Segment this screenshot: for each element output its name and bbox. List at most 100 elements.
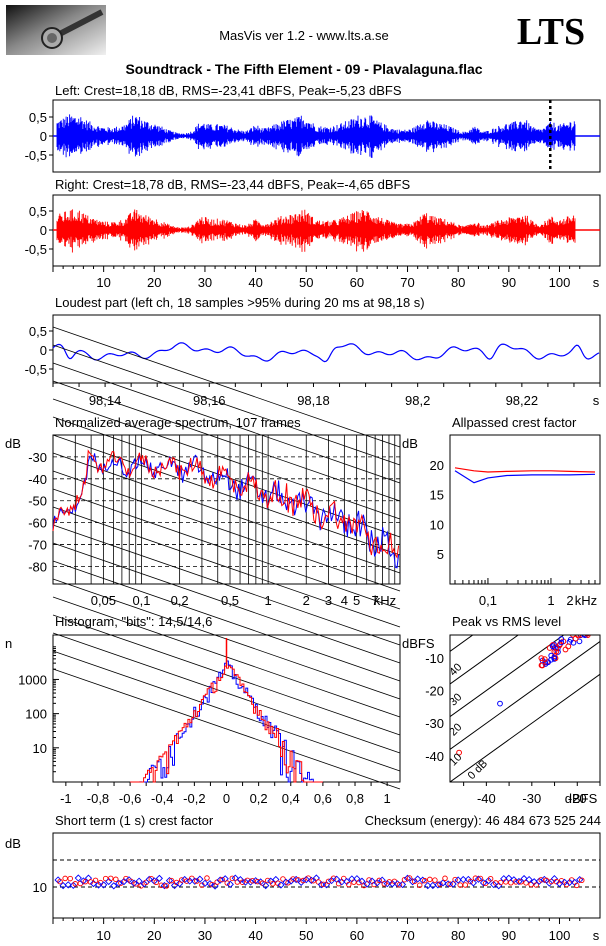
crest-diagonal	[450, 673, 600, 782]
crest-point-right	[72, 881, 79, 887]
crest-point-right	[396, 882, 403, 888]
pvr-point	[572, 635, 579, 642]
y-tick-label: -0,5	[25, 242, 47, 257]
crest-point-right	[123, 875, 129, 882]
x-tick-label: 80	[451, 275, 465, 290]
track-title: Soundtrack - The Fifth Element - 09 - Pl…	[125, 61, 482, 77]
histogram-left	[130, 660, 323, 783]
grid-slope	[52, 614, 401, 736]
crest-point-left	[201, 879, 209, 887]
y-tick-label: 0,5	[29, 324, 47, 339]
x-tick-label: 80	[451, 928, 465, 943]
grid-slope	[52, 524, 401, 646]
crest-point-right	[158, 882, 165, 889]
crest-diagonal	[450, 635, 565, 718]
crest-point-left	[363, 880, 371, 888]
y-tick-label: 0,5	[29, 204, 47, 219]
pvr-point	[538, 662, 545, 669]
crest-point-right	[351, 879, 357, 885]
crest-point-left	[196, 875, 204, 883]
pvr-point	[579, 628, 584, 633]
pvr-point	[579, 629, 584, 634]
y-tick-label: 10	[33, 880, 47, 895]
grid-slope	[52, 416, 401, 538]
pvr-point	[586, 635, 591, 636]
x-tick-label: 30	[198, 928, 212, 943]
grid-slope	[52, 380, 401, 502]
crest-point-right	[173, 879, 180, 886]
grid-slope	[52, 668, 401, 790]
shortcrest-title: Short term (1 s) crest factor	[55, 813, 214, 828]
x-tick-label: 50	[299, 928, 313, 943]
pvr-point	[549, 643, 556, 650]
histogram-ylabel: n	[5, 636, 12, 651]
lts-logo: LTS	[517, 11, 585, 53]
x-unit-label: kHz	[374, 593, 396, 608]
crest-point-right	[457, 882, 463, 888]
crest-point-right	[477, 875, 484, 882]
crest-point-left	[515, 877, 523, 886]
grid-slope	[52, 560, 401, 682]
pvr-point	[587, 619, 592, 624]
spectrum-ylabel: dB	[5, 436, 21, 451]
crest-point-left	[94, 881, 103, 889]
crest-point-right	[330, 875, 337, 881]
pvr-point	[595, 620, 600, 625]
pvr-point	[588, 628, 593, 633]
x-unit-label: dBFS	[565, 791, 598, 806]
crest-point-left	[241, 878, 250, 886]
grid-slope	[52, 398, 401, 520]
crest-point-left	[449, 880, 457, 888]
right-channel-waveform: 0,5 0 -0,5 10 20 30 40 50 60 70 80 90 100 s	[25, 194, 601, 290]
x-tick-label: 98,22	[506, 393, 539, 408]
y-tick-label: 100	[25, 707, 47, 722]
crest-point-right	[467, 878, 474, 885]
pvr-point	[591, 620, 596, 625]
crest-point-right	[437, 881, 443, 887]
y-tick-label: -80	[28, 559, 47, 574]
crest-point-right	[356, 879, 362, 886]
pvr-point	[538, 655, 545, 662]
pvr-point	[590, 618, 595, 623]
crest-point-right	[224, 880, 230, 886]
y-tick-label: -20	[425, 684, 444, 699]
crest-point-left	[479, 879, 488, 887]
crest-point-right	[67, 875, 73, 882]
x-tick-label: 50	[299, 275, 313, 290]
crest-point-left	[155, 874, 163, 883]
x-tick-label: 70	[400, 275, 414, 290]
grid-slope	[52, 326, 401, 448]
crest-point-left	[74, 874, 82, 882]
pvr-point	[576, 638, 583, 645]
crest-point-right	[178, 877, 185, 883]
crest-point-right	[219, 876, 225, 883]
pvr-point	[573, 628, 578, 633]
x-tick-label: 90	[502, 275, 516, 290]
crest-point-left	[388, 880, 396, 888]
y-tick-label: 20	[430, 458, 444, 473]
grid-slope	[52, 506, 401, 628]
loudest-frame	[52, 314, 601, 384]
x-tick-label: 90	[502, 928, 516, 943]
crest-point-left	[408, 878, 417, 886]
crest-point-right	[361, 882, 367, 889]
x-tick-label: 0,2	[250, 791, 268, 806]
crest-point-left	[251, 877, 260, 885]
y-tick-label: -50	[28, 494, 47, 509]
x-tick-label: 30	[198, 275, 212, 290]
x-tick-label: 70	[400, 928, 414, 943]
pvr-point	[586, 623, 591, 628]
crest-point-left	[307, 876, 315, 884]
x-tick-label: 40	[248, 275, 262, 290]
x-tick-label: 0,8	[346, 791, 364, 806]
x-tick-label: 20	[147, 928, 161, 943]
pvr-point	[580, 623, 585, 628]
histogram-right	[130, 665, 323, 783]
pvr-point	[594, 625, 599, 630]
crest-point-left	[474, 875, 483, 883]
crest-point-right	[518, 878, 524, 885]
crest-point-left	[373, 879, 381, 887]
pvr-point	[591, 618, 596, 623]
pvr-point	[591, 616, 596, 621]
x-tick-label: 10	[96, 275, 110, 290]
